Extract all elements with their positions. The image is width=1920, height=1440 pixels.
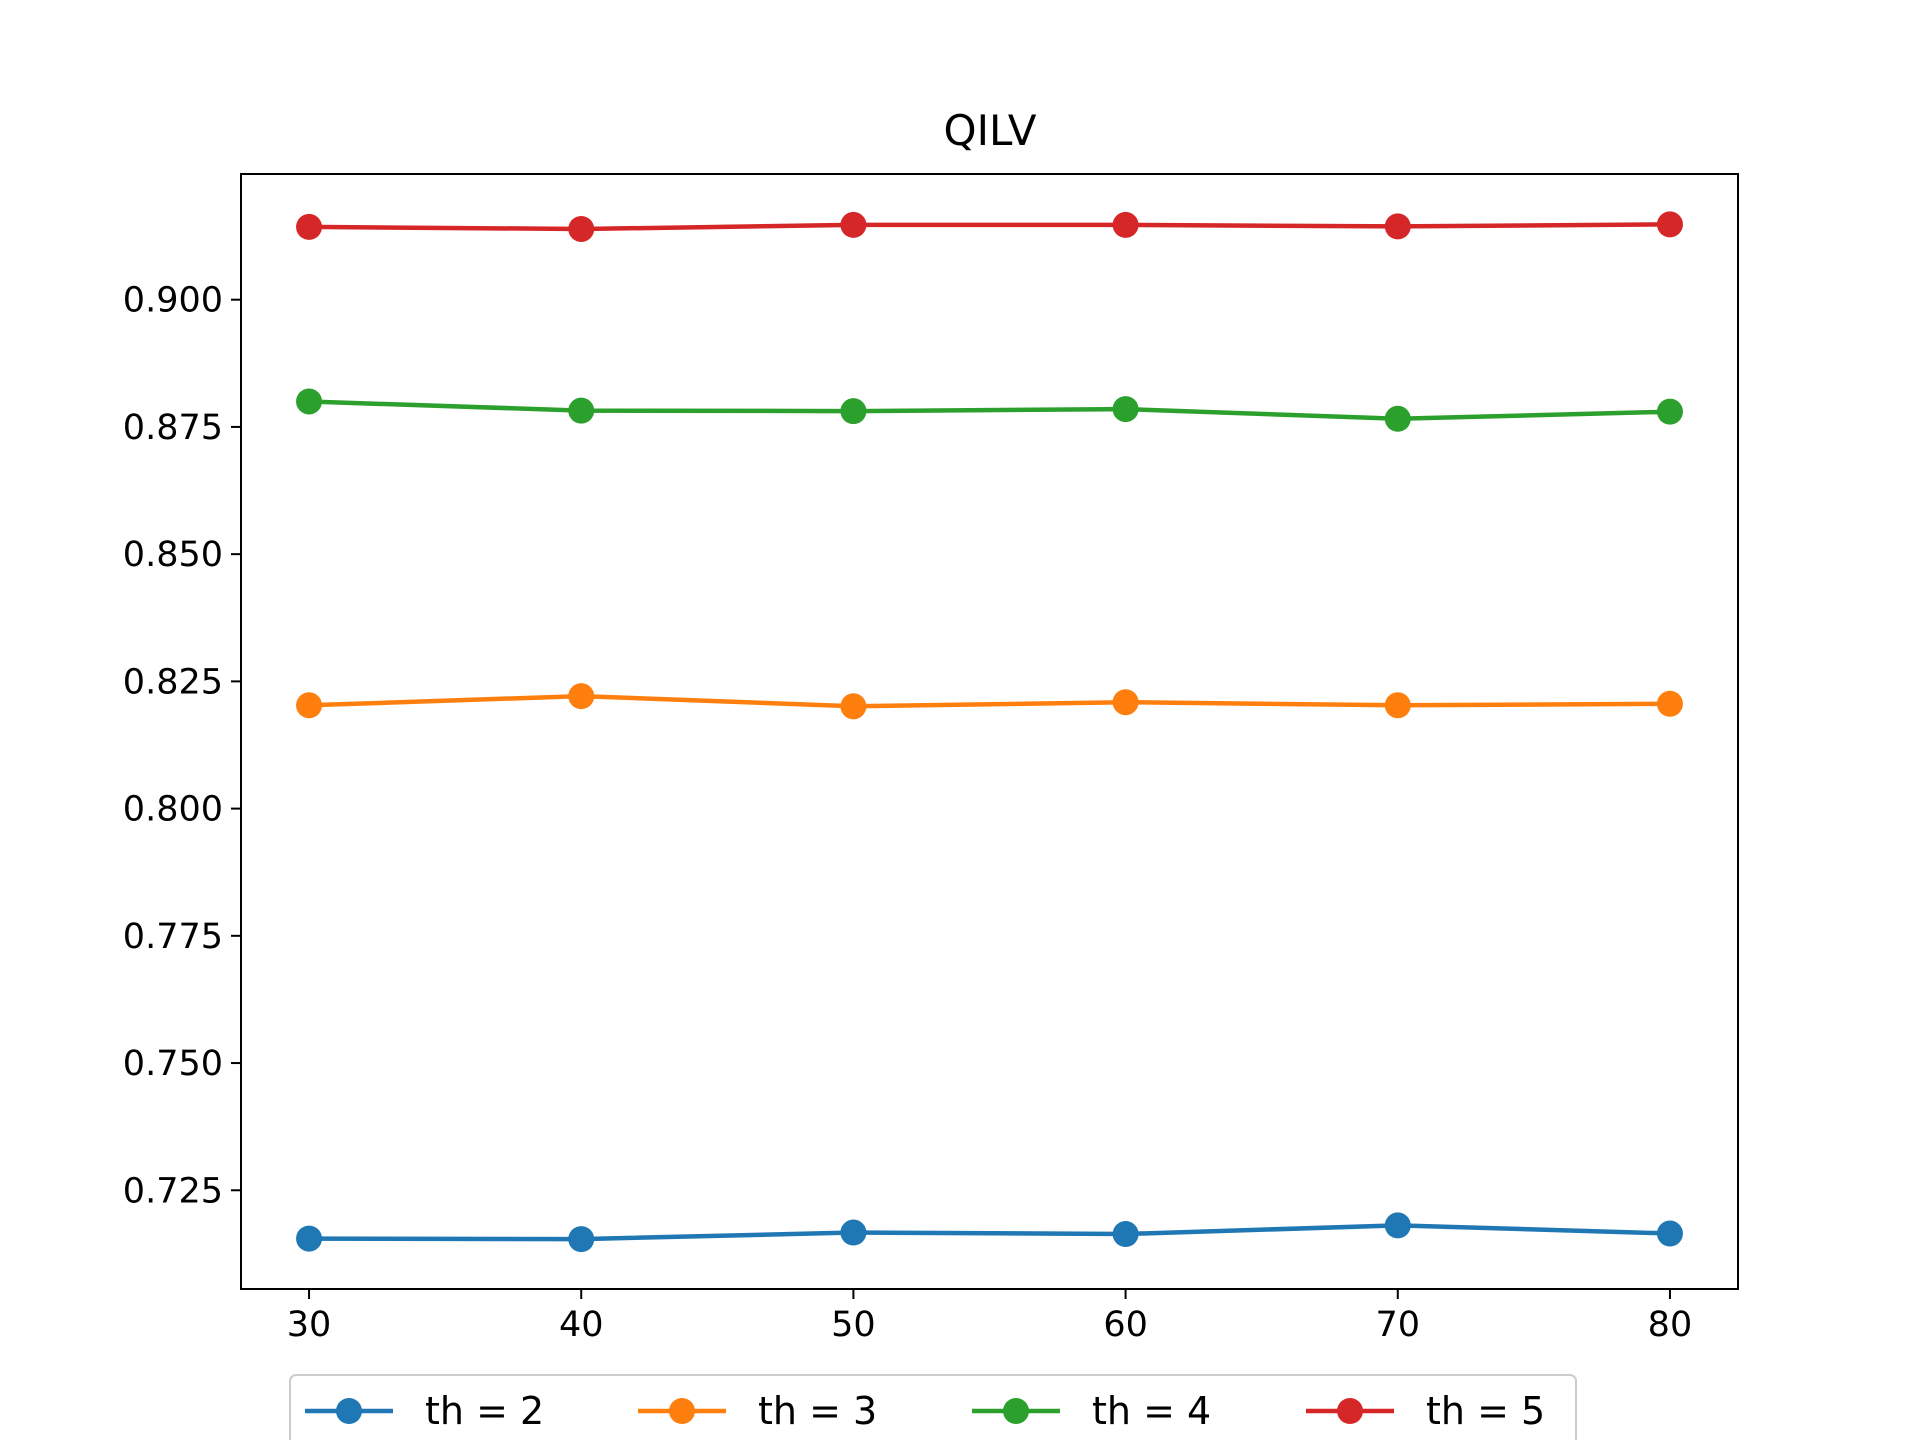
y-tick-label: 0.850 — [123, 535, 223, 575]
data-point — [296, 1225, 323, 1252]
y-tick-label: 0.825 — [123, 662, 223, 702]
series-4 — [296, 211, 1683, 242]
data-point — [1112, 211, 1139, 238]
x-tick-label: 30 — [287, 1305, 332, 1345]
x-axis: 30 40 50 60 70 80 — [287, 1289, 1692, 1345]
x-tick-label: 50 — [831, 1305, 876, 1345]
y-tick-label: 0.800 — [123, 790, 223, 830]
legend-entry: th = 4 — [972, 1389, 1211, 1433]
data-point — [1656, 690, 1683, 717]
data-point — [568, 397, 595, 424]
data-point — [1112, 396, 1139, 423]
series-line — [306, 1223, 1673, 1242]
x-tick-label: 80 — [1648, 1305, 1693, 1345]
y-tick-label: 0.750 — [123, 1044, 223, 1084]
legend-label: th = 2 — [425, 1389, 544, 1433]
data-point — [1384, 692, 1411, 719]
data-point — [840, 1219, 867, 1246]
data-point — [296, 213, 323, 240]
plot-area — [241, 174, 1738, 1289]
plot-frame — [240, 173, 1739, 1290]
legend-label: th = 4 — [1092, 1389, 1211, 1433]
data-point — [1112, 1221, 1139, 1248]
series-line — [306, 399, 1673, 422]
data-point — [568, 215, 595, 242]
y-tick-label: 0.725 — [123, 1171, 223, 1211]
legend-marker — [669, 1398, 695, 1424]
data-point — [1656, 1220, 1683, 1247]
x-tick-label: 70 — [1375, 1305, 1420, 1345]
series-1 — [296, 1212, 1683, 1253]
series-line — [306, 693, 1673, 709]
data-point — [1656, 398, 1683, 425]
y-tick-label: 0.775 — [123, 917, 223, 957]
legend-entry: th = 2 — [305, 1389, 544, 1433]
data-point — [1384, 405, 1411, 432]
legend-label: th = 3 — [758, 1389, 877, 1433]
chart-title: QILV — [944, 106, 1037, 155]
data-point — [1384, 213, 1411, 240]
legend: th = 2 th = 3 th = 4 th = 5 — [289, 1374, 1577, 1440]
data-point — [568, 1226, 595, 1253]
series-line — [306, 222, 1673, 232]
series-3 — [296, 388, 1683, 432]
data-point — [296, 388, 323, 415]
legend-label: th = 5 — [1426, 1389, 1545, 1433]
data-point — [840, 693, 867, 720]
data-point — [1384, 1212, 1411, 1239]
y-tick-label: 0.900 — [123, 281, 223, 321]
y-axis: 0.725 0.750 0.775 0.800 0.825 0.850 0.875 0.900 — [123, 281, 241, 1211]
data-point — [568, 683, 595, 710]
series-2 — [296, 683, 1683, 720]
data-point — [296, 692, 323, 719]
data-point — [840, 398, 867, 425]
series-layer — [296, 211, 1683, 1253]
x-tick-label: 40 — [559, 1305, 604, 1345]
x-tick-label: 60 — [1103, 1305, 1148, 1345]
legend-entry: th = 5 — [1306, 1389, 1545, 1433]
y-tick-label: 0.875 — [123, 408, 223, 448]
legend-marker — [1003, 1398, 1029, 1424]
legend-box — [289, 1374, 1577, 1440]
data-point — [1656, 211, 1683, 238]
legend-marker — [1337, 1398, 1363, 1424]
data-point — [1112, 689, 1139, 716]
legend-marker — [336, 1398, 362, 1424]
data-point — [840, 211, 867, 238]
legend-entry: th = 3 — [638, 1389, 877, 1433]
